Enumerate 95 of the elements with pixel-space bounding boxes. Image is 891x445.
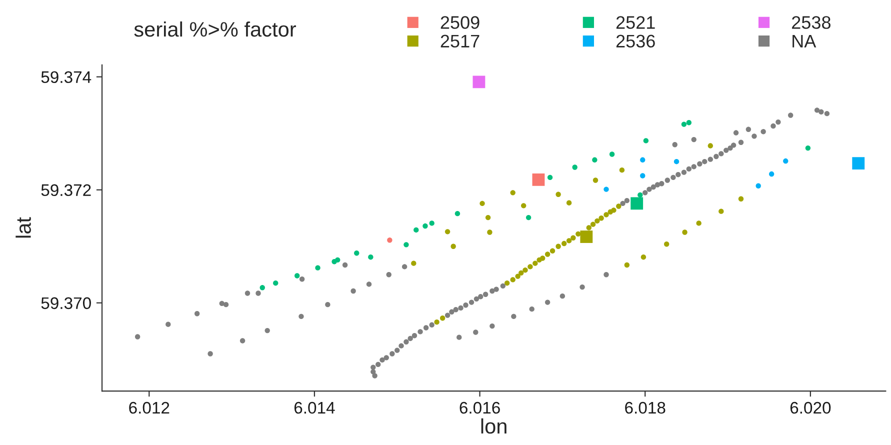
point [504,280,510,286]
point [315,265,320,270]
point [640,254,646,260]
point [604,212,609,218]
point [550,248,556,254]
point [515,274,520,279]
point [411,260,416,266]
point [556,192,561,197]
point [708,143,714,148]
point [510,277,516,282]
point [805,145,811,151]
point [616,204,622,209]
point [664,242,670,247]
x-tick-label: 6.020 [790,402,831,414]
point [526,214,532,220]
x-tick-label: 6.016 [460,402,500,414]
point [783,158,788,164]
point [444,229,450,234]
point [738,196,744,202]
y-tick-label: 59.370 [41,297,91,310]
point [566,200,572,206]
point [768,171,774,177]
point [686,120,692,126]
point [429,220,434,226]
point [640,157,646,163]
point [590,222,596,227]
legend-label: 2509 [440,16,480,29]
point [681,122,687,127]
point [485,214,491,220]
point [682,230,688,235]
point [260,285,265,290]
point [547,174,553,180]
point [592,157,598,163]
point [532,260,538,266]
point [454,210,460,216]
point [570,235,576,240]
point [718,208,724,214]
point [544,252,550,257]
point [556,244,561,249]
legend-title: serial %>% factor [134,21,296,37]
legend-label: NA [792,34,816,48]
point [404,242,409,248]
point [562,240,567,246]
legend-label: 2538 [792,16,830,29]
point [624,262,630,268]
point [540,256,546,261]
point [852,157,865,170]
point [594,218,600,224]
point [604,186,609,192]
point [440,316,446,321]
point [387,238,392,243]
point [450,244,456,249]
point [522,267,528,273]
point [414,227,419,233]
point [696,220,702,226]
legend-label: 2536 [616,34,655,48]
point [566,238,572,244]
point [580,230,593,243]
point [480,200,485,206]
point [619,167,625,173]
point [674,159,680,164]
point [572,164,578,170]
point [640,173,646,178]
point [528,264,533,270]
x-tick-label: 6.012 [129,402,170,414]
y-axis-title: lat [16,217,31,238]
point [354,250,360,256]
point [609,152,615,157]
point [434,319,440,325]
point [368,254,374,260]
y-tick-label: 59.372 [41,184,91,196]
point [611,208,616,213]
point [643,138,649,144]
point [294,273,300,278]
point [630,197,644,210]
point [273,280,278,286]
point [520,203,526,208]
x-axis-title: lon [481,418,506,434]
point [638,192,643,198]
legend-label: 2517 [440,34,480,48]
x-tick-label: 6.014 [294,402,335,414]
point [472,76,486,88]
point [598,216,604,221]
point [335,257,340,263]
point [586,225,592,230]
point [422,223,428,229]
point [487,230,492,235]
point [518,270,524,276]
point [510,190,516,196]
point [532,173,545,186]
point [592,178,598,183]
y-tick-label: 59.374 [41,71,92,84]
legend-label: 2521 [616,16,655,29]
x-tick-label: 6.018 [625,402,666,414]
point [756,183,761,188]
